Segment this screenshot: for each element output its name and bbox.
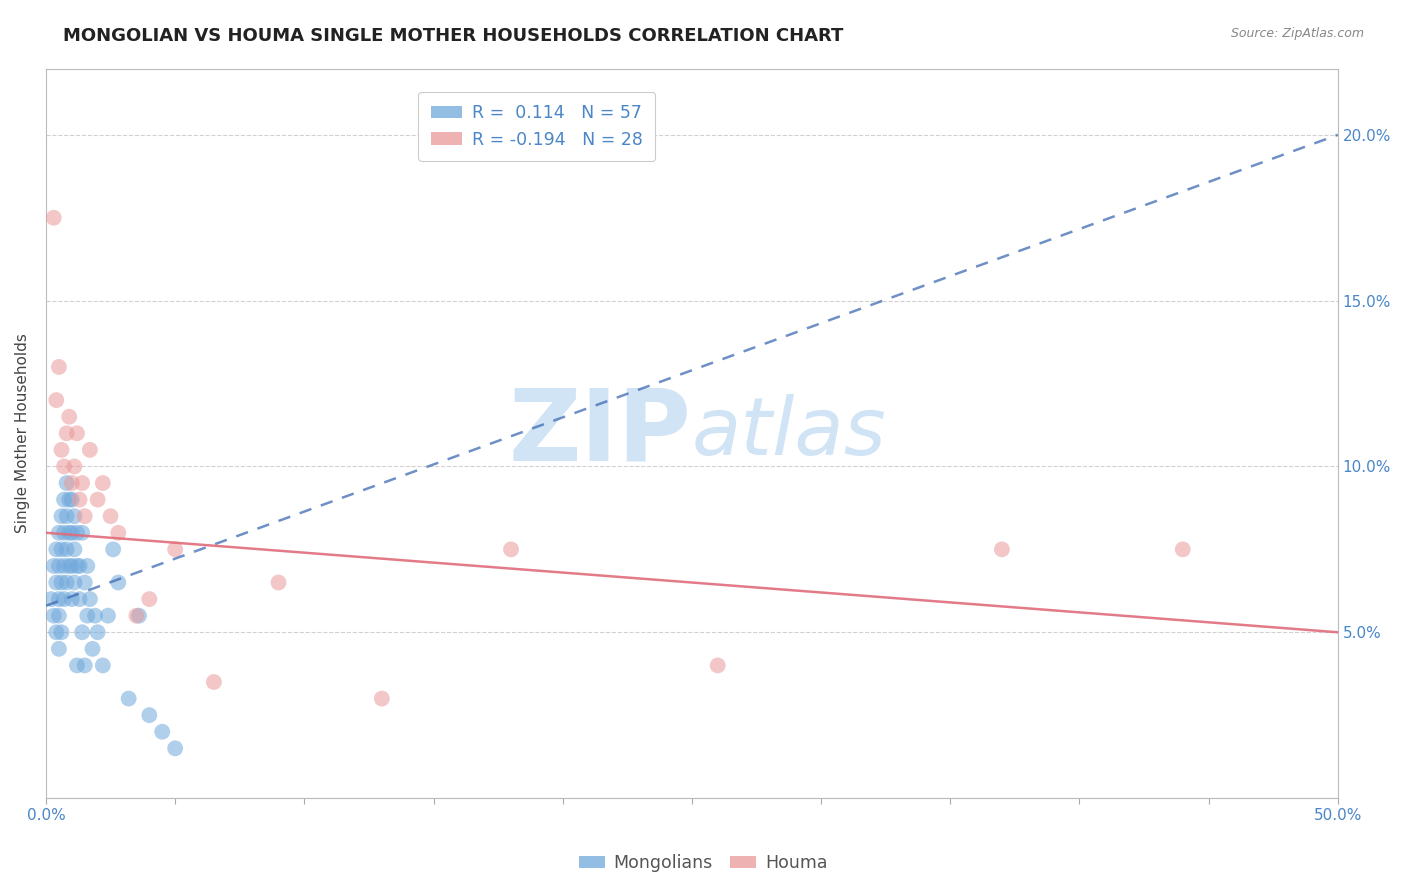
Point	[48, 558, 70, 573]
Point	[91, 658, 114, 673]
Point	[58, 409, 80, 424]
Point	[70, 525, 93, 540]
Point	[55, 575, 77, 590]
Point	[42, 558, 65, 573]
Point	[60, 525, 83, 540]
Point	[63, 575, 86, 590]
Point	[202, 675, 225, 690]
Point	[165, 542, 187, 557]
Point	[63, 459, 86, 474]
Text: atlas: atlas	[692, 394, 887, 472]
Point	[55, 426, 77, 441]
Point	[55, 476, 77, 491]
Point	[66, 658, 89, 673]
Point	[138, 708, 160, 723]
Point	[79, 442, 101, 457]
Point	[42, 608, 65, 623]
Point	[58, 525, 80, 540]
Point	[100, 509, 122, 524]
Point	[128, 608, 150, 623]
Point	[58, 558, 80, 573]
Point	[60, 476, 83, 491]
Point	[45, 625, 67, 640]
Point	[51, 625, 73, 640]
Point	[48, 592, 70, 607]
Point	[150, 724, 173, 739]
Point	[58, 492, 80, 507]
Point	[48, 525, 70, 540]
Point	[60, 492, 83, 507]
Point	[66, 558, 89, 573]
Point	[76, 608, 98, 623]
Point	[117, 691, 139, 706]
Point	[66, 525, 89, 540]
Point	[48, 359, 70, 374]
Point	[82, 641, 104, 656]
Point	[53, 492, 76, 507]
Point	[48, 641, 70, 656]
Point	[63, 509, 86, 524]
Point	[51, 442, 73, 457]
Point	[79, 592, 101, 607]
Point	[125, 608, 148, 623]
Point	[70, 625, 93, 640]
Point	[73, 575, 96, 590]
Point	[53, 459, 76, 474]
Point	[70, 476, 93, 491]
Text: MONGOLIAN VS HOUMA SINGLE MOTHER HOUSEHOLDS CORRELATION CHART: MONGOLIAN VS HOUMA SINGLE MOTHER HOUSEHO…	[63, 27, 844, 45]
Point	[45, 393, 67, 408]
Point	[86, 492, 108, 507]
Point	[53, 592, 76, 607]
Text: Source: ZipAtlas.com: Source: ZipAtlas.com	[1230, 27, 1364, 40]
Point	[86, 625, 108, 640]
Point	[51, 509, 73, 524]
Point	[706, 658, 728, 673]
Point	[73, 658, 96, 673]
Point	[60, 558, 83, 573]
Point	[42, 211, 65, 225]
Point	[48, 608, 70, 623]
Point	[53, 525, 76, 540]
Point	[53, 558, 76, 573]
Text: ZIP: ZIP	[509, 384, 692, 482]
Point	[138, 592, 160, 607]
Legend: R =  0.114   N = 57, R = -0.194   N = 28: R = 0.114 N = 57, R = -0.194 N = 28	[419, 92, 655, 161]
Point	[76, 558, 98, 573]
Point	[91, 476, 114, 491]
Point	[69, 492, 91, 507]
Point	[1171, 542, 1194, 557]
Point	[55, 509, 77, 524]
Point	[39, 592, 62, 607]
Legend: Mongolians, Houma: Mongolians, Houma	[572, 847, 834, 879]
Point	[73, 509, 96, 524]
Point	[991, 542, 1014, 557]
Point	[45, 542, 67, 557]
Point	[69, 592, 91, 607]
Point	[66, 426, 89, 441]
Point	[60, 592, 83, 607]
Point	[499, 542, 522, 557]
Point	[107, 575, 129, 590]
Point	[69, 558, 91, 573]
Point	[371, 691, 394, 706]
Point	[84, 608, 107, 623]
Point	[107, 525, 129, 540]
Point	[267, 575, 290, 590]
Y-axis label: Single Mother Households: Single Mother Households	[15, 334, 30, 533]
Point	[101, 542, 124, 557]
Point	[51, 575, 73, 590]
Point	[55, 542, 77, 557]
Point	[165, 741, 187, 756]
Point	[97, 608, 120, 623]
Point	[63, 542, 86, 557]
Point	[45, 575, 67, 590]
Point	[51, 542, 73, 557]
